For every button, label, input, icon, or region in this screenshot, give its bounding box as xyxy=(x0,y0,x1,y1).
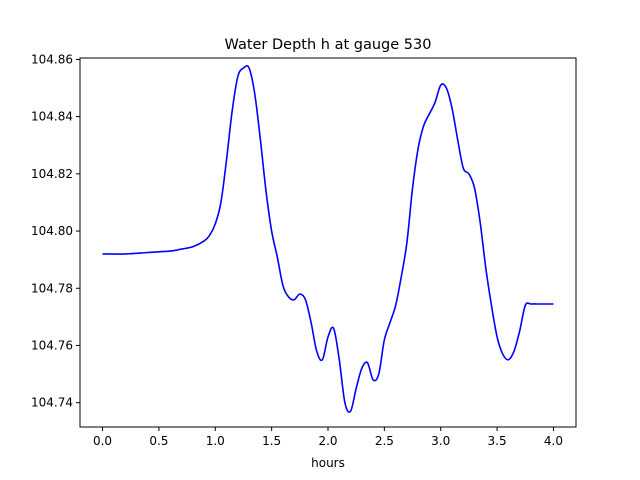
y-tick-label: 104.82 xyxy=(31,167,73,181)
y-tick-label: 104.84 xyxy=(31,110,73,124)
series-line-0 xyxy=(102,64,554,413)
x-tick-label: 2.0 xyxy=(318,434,337,448)
chart-title: Water Depth h at gauge 530 xyxy=(225,37,432,53)
y-tick-label: 104.74 xyxy=(31,396,73,410)
y-tick-label: 104.76 xyxy=(31,338,73,352)
x-tick-label: 1.0 xyxy=(206,434,225,448)
x-tick-label: 4.0 xyxy=(544,434,563,448)
x-tick-label: 1.5 xyxy=(262,434,281,448)
x-tick-label: 0.0 xyxy=(93,434,112,448)
y-tick-label: 104.86 xyxy=(31,52,73,66)
y-tick-label: 104.78 xyxy=(31,281,73,295)
x-tick-label: 3.5 xyxy=(488,434,507,448)
y-tick-label: 104.80 xyxy=(31,224,73,238)
x-tick-label: 3.0 xyxy=(431,434,450,448)
x-tick-label: 0.5 xyxy=(149,434,168,448)
x-axis-label: hours xyxy=(311,456,345,470)
x-tick-label: 2.5 xyxy=(375,434,394,448)
plot-frame xyxy=(79,57,577,428)
